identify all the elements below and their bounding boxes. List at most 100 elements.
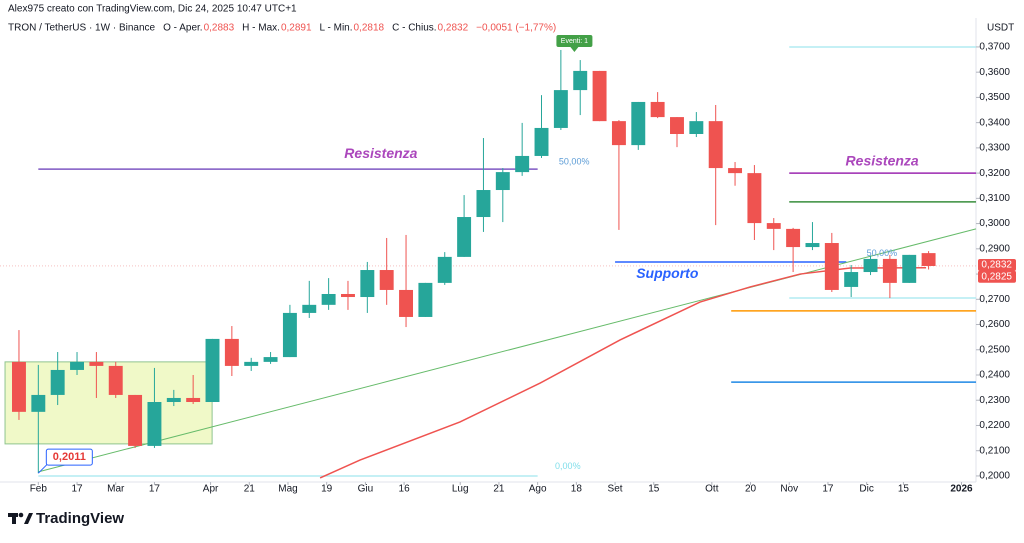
candle-body — [476, 190, 491, 218]
candle-body — [31, 394, 46, 412]
y-tick-label: 0,2900 — [979, 243, 1010, 254]
candle-body — [786, 228, 801, 248]
y-tick-label: 0,2300 — [979, 395, 1010, 406]
candle-body — [708, 121, 723, 169]
candle-body — [631, 101, 646, 146]
event-tag — [556, 35, 593, 47]
y-tick-label: 0,3700 — [979, 42, 1010, 53]
candle-body — [515, 155, 530, 173]
x-tick-label: Feb — [30, 484, 48, 495]
x-tick-label: 17 — [71, 484, 83, 495]
x-tick-label: Giu — [358, 484, 374, 495]
candle-body — [205, 338, 220, 403]
ohlc-value: 0,2883 — [204, 23, 235, 34]
price-tag — [978, 258, 1016, 271]
candle-body — [728, 168, 743, 174]
x-tick-label: 20 — [745, 484, 757, 495]
candle-body — [592, 70, 607, 122]
y-tick-label: 0,2700 — [979, 294, 1010, 305]
price-tag-label: 0,2825 — [981, 271, 1012, 282]
x-tick-label: 17 — [149, 484, 161, 495]
y-tick-label: 0,3200 — [979, 168, 1010, 179]
y-tick-label: 0,2100 — [979, 445, 1010, 456]
annotation: Resistenza — [344, 145, 417, 161]
candle-body — [224, 338, 239, 366]
x-tick-label: Mag — [278, 484, 297, 495]
candle-body — [534, 127, 549, 156]
annotation: 0,00% — [555, 461, 581, 471]
candle-body — [418, 282, 433, 317]
credit: Alex975 creato con TradingView.com, Dic … — [8, 4, 297, 15]
x-tick-label: Lug — [452, 484, 469, 495]
y-tick-label: 0,2400 — [979, 370, 1010, 381]
x-tick-label: 16 — [399, 484, 411, 495]
candle-body — [360, 270, 375, 298]
candle-body — [11, 361, 26, 412]
candle-body — [670, 117, 684, 135]
candle-body — [844, 272, 859, 287]
price-tag-label: 0,2832 — [981, 260, 1012, 271]
candle-body — [166, 397, 181, 403]
ohlc-value: 0,2891 — [281, 23, 312, 34]
candle-body — [147, 402, 162, 446]
y-tick-label: 0,2000 — [979, 471, 1010, 482]
candle-body — [689, 121, 704, 135]
candle-body — [650, 101, 665, 118]
annotation: 50,00% — [867, 248, 898, 258]
candle-body — [553, 90, 568, 128]
candle-body — [457, 217, 472, 257]
candle-body — [805, 243, 820, 248]
candle-body — [244, 361, 259, 366]
brand: TradingView — [36, 510, 124, 527]
ohlc-value: 0,2818 — [354, 23, 385, 34]
x-tick-label: 15 — [648, 484, 660, 495]
logo-mark — [18, 512, 24, 518]
candle-body — [302, 304, 317, 313]
candle-body — [70, 361, 84, 370]
candle-body — [573, 70, 588, 91]
y-tick-label: 0,3400 — [979, 117, 1010, 128]
x-tick-label: Ott — [705, 484, 719, 495]
callout-box — [45, 448, 93, 466]
candle-body — [611, 121, 626, 146]
logo-mark — [12, 513, 16, 524]
ohlc-label: C - Chius. — [392, 23, 436, 34]
event-pointer — [570, 47, 579, 52]
x-tick-label: 19 — [321, 484, 333, 495]
symbol: TRON / TetherUS · 1W · Binance — [8, 23, 156, 34]
x-tick-label: 2026 — [950, 484, 973, 495]
candle-body — [321, 293, 336, 305]
candle-body — [863, 258, 878, 273]
candle-body — [747, 173, 762, 224]
x-tick-label: 17 — [822, 484, 834, 495]
ohlc-label: L - Min. — [320, 23, 353, 34]
y-tick-label: 0,3000 — [979, 218, 1010, 229]
annotation: Supporto — [636, 265, 699, 281]
y-tick-label: 0,3500 — [979, 92, 1010, 103]
y-tick-label: 0,2500 — [979, 344, 1010, 355]
y-tick-label: 0,3300 — [979, 143, 1010, 154]
candle-body — [282, 312, 297, 358]
ohlc-label: O - Aper. — [163, 23, 202, 34]
annotation: 50,00% — [559, 156, 590, 166]
y-tick-label: 0,2600 — [979, 319, 1010, 330]
candle-body — [921, 253, 936, 266]
x-tick-label: Mar — [107, 484, 125, 495]
price-tag — [978, 270, 1016, 283]
candle-body — [128, 394, 143, 446]
event-label: Eventi: 1 — [561, 38, 588, 45]
logo: TradingView — [8, 510, 124, 527]
callout-label: 0,2011 — [53, 451, 86, 463]
trendline — [38, 228, 977, 473]
y-tick-label: 0,3100 — [979, 193, 1010, 204]
candle-body — [186, 397, 201, 403]
candle-body — [263, 357, 278, 362]
change: −0,0051 (−1,77%) — [476, 23, 556, 34]
x-tick-label: Dic — [859, 484, 873, 495]
x-tick-label: Set — [608, 484, 623, 495]
x-tick-label: Ago — [529, 484, 547, 495]
ohlc-value: 0,2832 — [438, 23, 469, 34]
x-tick-label: 15 — [898, 484, 910, 495]
x-tick-label: 21 — [244, 484, 256, 495]
